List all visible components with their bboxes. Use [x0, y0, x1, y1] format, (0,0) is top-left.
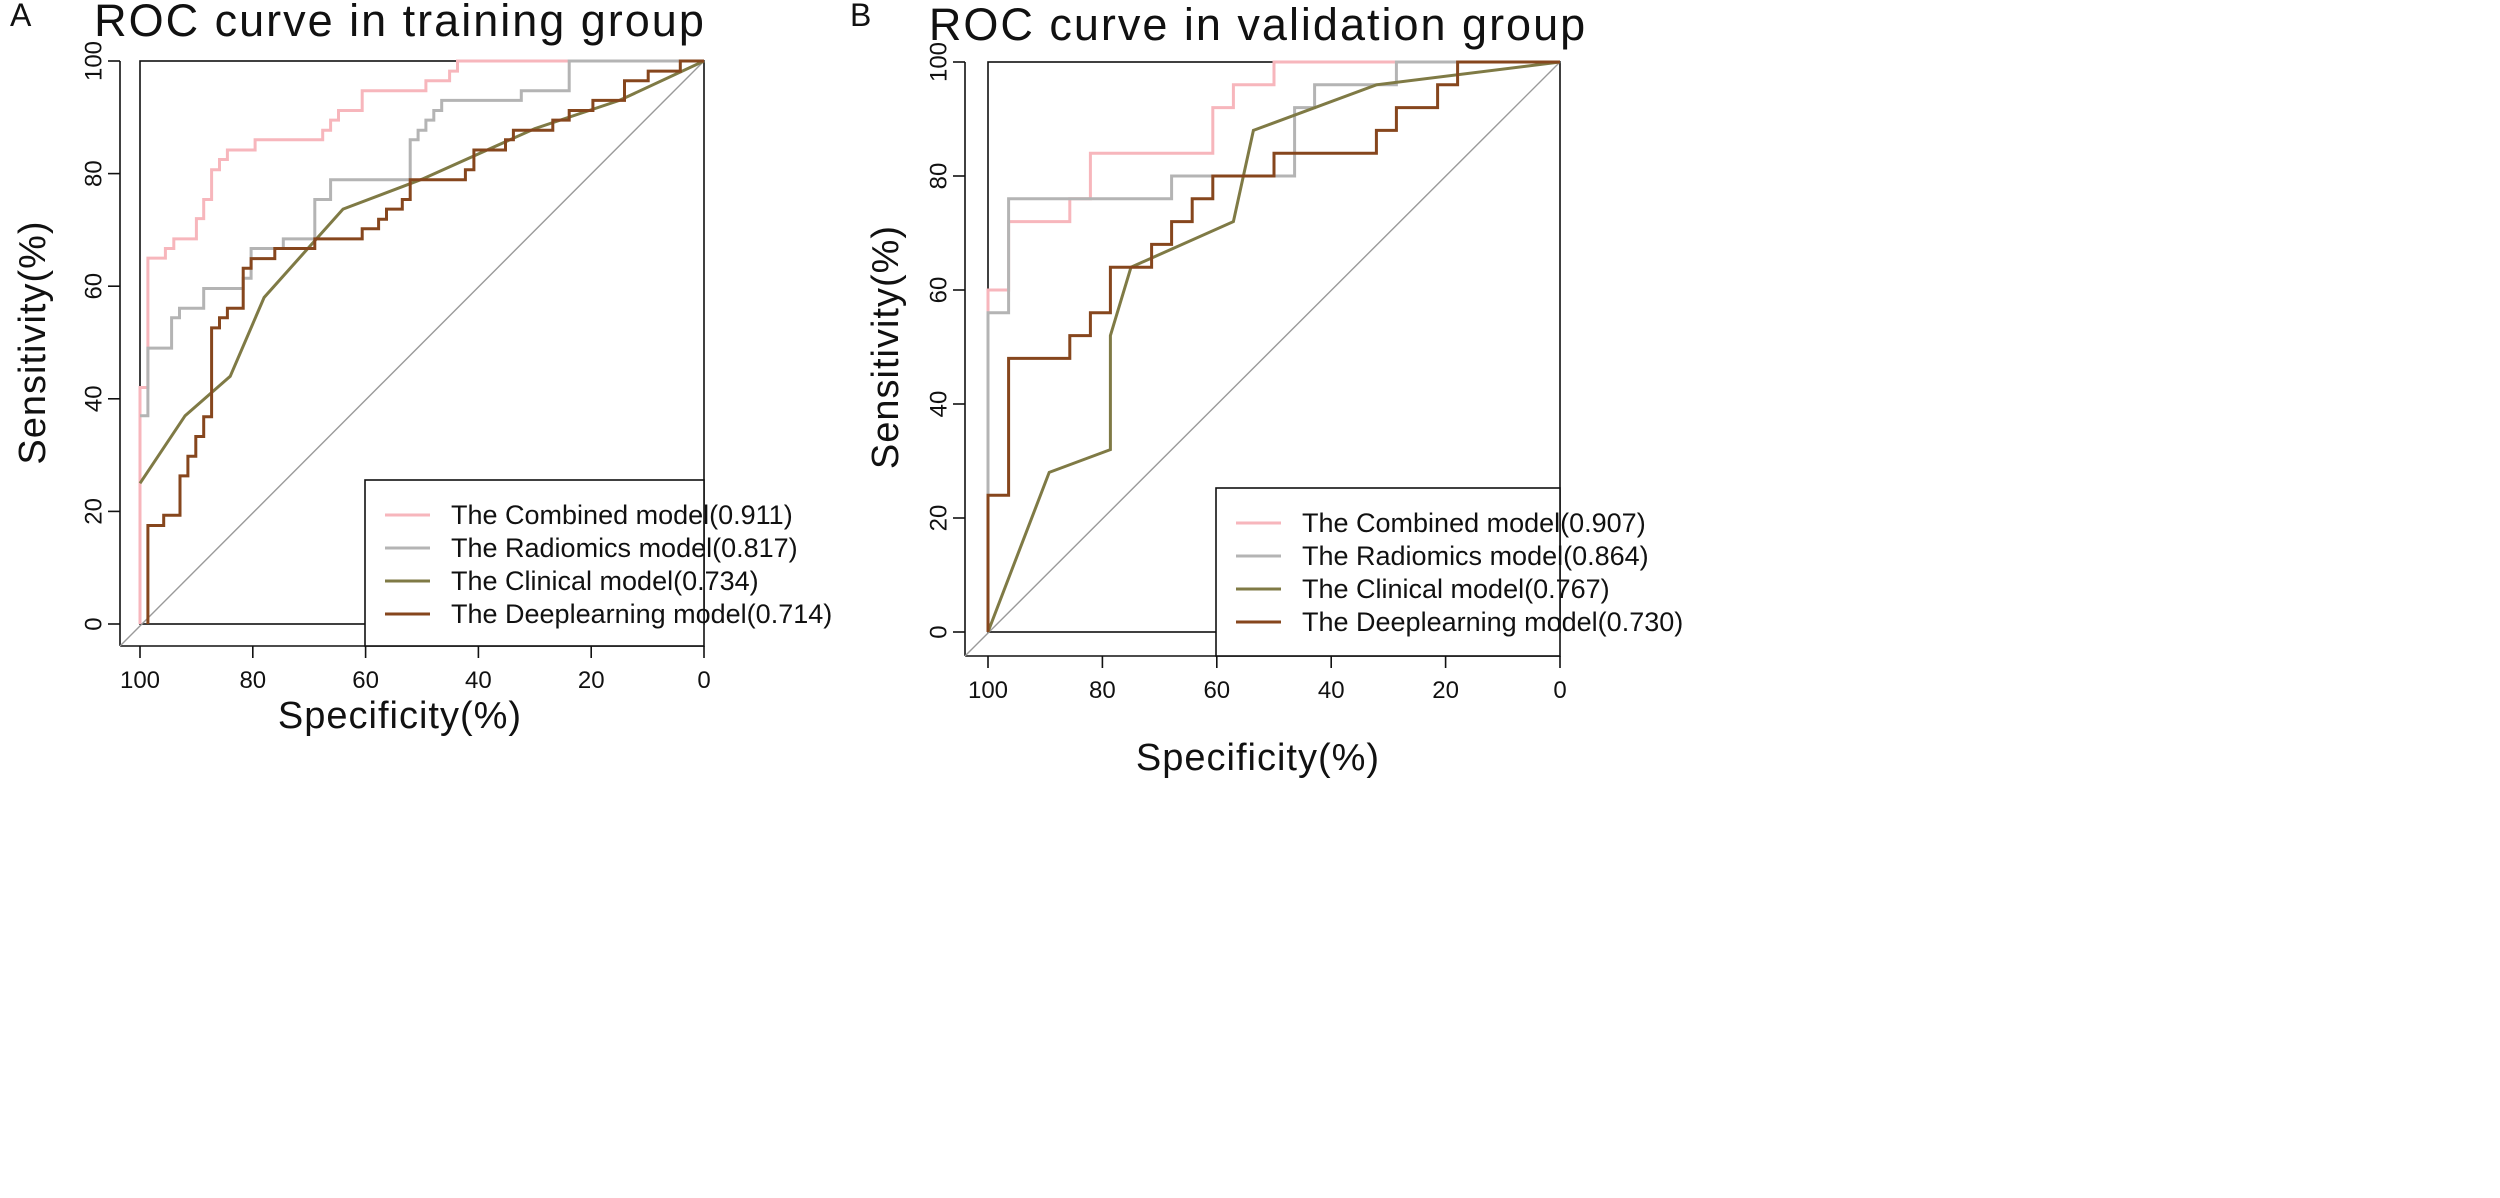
legend-label: The Deeplearning model(0.730) — [1302, 607, 1683, 637]
series-line-1 — [138, 59, 704, 624]
y-tick-label: 20 — [926, 505, 953, 532]
legend-label: The Deeplearning model(0.714) — [451, 599, 832, 629]
x-tick-label: 100 — [120, 667, 160, 694]
x-tick-label: 60 — [352, 667, 379, 694]
legend: The Combined model(0.911)The Radiomics m… — [364, 479, 832, 647]
legend: The Combined model(0.907)The Radiomics m… — [1215, 487, 1683, 657]
y-axis-title: Sensitivity(%) — [865, 225, 907, 469]
x-tick-label: 20 — [578, 667, 605, 694]
y-tick-label: 40 — [926, 391, 953, 418]
roc-panel-a: A ROC curve in training group 0 20 40 60 80 100… — [10, 0, 832, 737]
y-tick-label: 40 — [81, 385, 108, 412]
series-line-2 — [986, 60, 1560, 632]
chart-title: ROC curve in training group — [94, 0, 706, 46]
x-axis-title: Specificity(%) — [1136, 737, 1380, 779]
x-tick-label: 20 — [1432, 677, 1459, 704]
x-tick-label: 80 — [1089, 677, 1116, 704]
roc-panel-b: B ROC curve in validation group 0 20 40 60 80 1… — [850, 0, 1683, 779]
panel-label: A — [10, 0, 32, 33]
x-axis-title: Specificity(%) — [278, 695, 522, 737]
x-tick-label: 80 — [239, 667, 266, 694]
y-tick-label: 100 — [81, 41, 108, 81]
y-tick-label: 80 — [81, 160, 108, 187]
legend-box — [364, 479, 705, 647]
reference-diagonal — [964, 61, 1561, 657]
y-tick-label: 60 — [81, 273, 108, 300]
x-tick-label: 60 — [1203, 677, 1230, 704]
y-tick-label: 60 — [926, 277, 953, 304]
y-tick-label: 0 — [926, 625, 953, 638]
series-line-2 — [140, 59, 704, 418]
series-line-4 — [146, 59, 704, 624]
x-tick-label: 40 — [1318, 677, 1345, 704]
x-tick-label: 0 — [697, 667, 710, 694]
legend-label: The Combined model(0.911) — [451, 500, 793, 530]
legend-label: The Radiomics model(0.864) — [1302, 541, 1649, 571]
chart-title: ROC curve in validation group — [929, 0, 1587, 50]
series-line-4 — [986, 60, 1560, 632]
panel-label: B — [850, 0, 871, 33]
series-line-3 — [138, 59, 705, 485]
legend-label: The Clinical model(0.734) — [451, 566, 759, 596]
x-tick-label: 100 — [968, 677, 1008, 704]
y-axis-title: Sensitivity(%) — [12, 220, 54, 464]
legend-label: The Radiomics model(0.817) — [451, 533, 798, 563]
y-tick-label: 0 — [81, 617, 108, 630]
x-tick-label: 40 — [465, 667, 492, 694]
legend-box — [1215, 487, 1561, 657]
y-tick-label: 100 — [926, 42, 953, 82]
reference-diagonal — [119, 60, 705, 647]
y-tick-label: 80 — [926, 163, 953, 190]
legend-label: The Clinical model(0.767) — [1302, 574, 1610, 604]
x-tick-label: 0 — [1553, 677, 1566, 704]
legend-label: The Combined model(0.907) — [1302, 508, 1646, 538]
y-tick-label: 20 — [81, 498, 108, 525]
